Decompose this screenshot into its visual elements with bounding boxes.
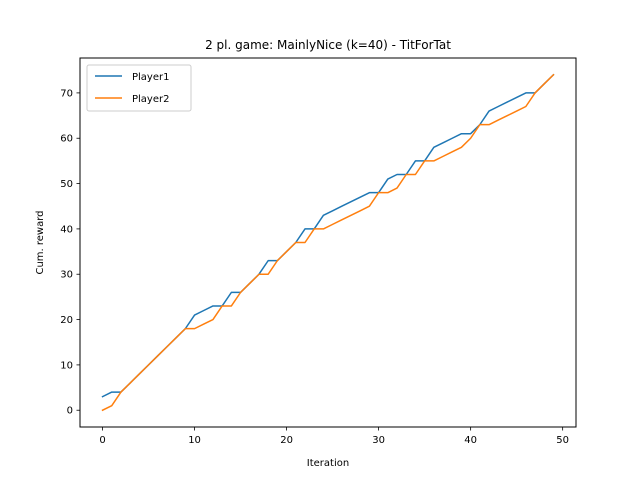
y-tick-label: 0: [67, 406, 73, 417]
x-tick-label: 30: [372, 435, 385, 446]
x-tick-label: 10: [188, 435, 201, 446]
y-tick-label: 30: [60, 270, 73, 281]
x-tick-label: 40: [464, 435, 477, 446]
y-tick-label: 60: [60, 134, 73, 145]
x-tick-label: 50: [556, 435, 569, 446]
y-tick-label: 20: [60, 315, 73, 326]
y-tick-label: 10: [60, 360, 73, 371]
y-tick-label: 40: [60, 224, 73, 235]
axes-frame: [79, 57, 577, 428]
y-axis-label: Cum. reward: [35, 210, 46, 274]
plot-area: [101, 73, 555, 412]
legend-label-player2: Player2: [132, 94, 169, 105]
legend-label-player1: Player1: [132, 72, 169, 83]
x-axis-label: Iteration: [307, 458, 349, 469]
x-tick-label: 20: [280, 435, 293, 446]
legend: Player1 Player2: [86, 64, 192, 112]
y-tick-label: 50: [60, 179, 73, 190]
x-tick-label: 0: [99, 435, 105, 446]
chart-title: 2 pl. game: MainlyNice (k=40) - TitForTa…: [205, 38, 451, 52]
series-line-player2: [101, 73, 555, 412]
y-tick-label: 70: [60, 88, 73, 99]
